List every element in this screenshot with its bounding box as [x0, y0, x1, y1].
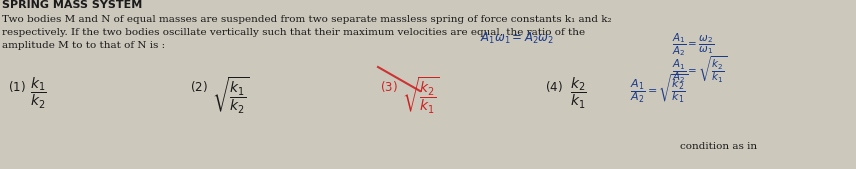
Text: $(4)$: $(4)$	[545, 79, 562, 94]
Text: SPRING MASS SYSTEM: SPRING MASS SYSTEM	[2, 0, 142, 10]
Text: $\dfrac{A_1}{A_2} = \sqrt{\dfrac{k_2}{k_1}}$: $\dfrac{A_1}{A_2} = \sqrt{\dfrac{k_2}{k_…	[630, 72, 688, 105]
Text: $(2)$: $(2)$	[190, 79, 208, 94]
Text: $\dfrac{A_1}{A_2} = \sqrt{\dfrac{k_2}{k_1}}$: $\dfrac{A_1}{A_2} = \sqrt{\dfrac{k_2}{k_…	[672, 54, 728, 85]
Text: amplitude M to to that of N is :: amplitude M to to that of N is :	[2, 41, 165, 50]
Text: $A_1\omega_1 = A_2\omega_2$: $A_1\omega_1 = A_2\omega_2$	[480, 31, 554, 46]
Text: $\sqrt{\dfrac{k_1}{k_2}}$: $\sqrt{\dfrac{k_1}{k_2}}$	[212, 76, 250, 116]
Text: Two bodies M and N of equal masses are suspended from two separate massless spri: Two bodies M and N of equal masses are s…	[2, 15, 612, 24]
Text: condition as in: condition as in	[680, 142, 757, 151]
Text: respectively. If the two bodies oscillate vertically such that their maximum vel: respectively. If the two bodies oscillat…	[2, 28, 586, 37]
Text: $(3)$: $(3)$	[380, 79, 398, 94]
Text: $\sqrt{\dfrac{k_2}{k_1}}$: $\sqrt{\dfrac{k_2}{k_1}}$	[402, 76, 440, 116]
Text: $(1)$: $(1)$	[8, 79, 26, 94]
Text: $\dfrac{k_1}{k_2}$: $\dfrac{k_1}{k_2}$	[30, 76, 46, 111]
Text: $\dfrac{A_1}{A_2} = \dfrac{\omega_2}{\omega_1}$: $\dfrac{A_1}{A_2} = \dfrac{\omega_2}{\om…	[672, 31, 714, 58]
Text: $\dfrac{k_2}{k_1}$: $\dfrac{k_2}{k_1}$	[570, 76, 586, 111]
